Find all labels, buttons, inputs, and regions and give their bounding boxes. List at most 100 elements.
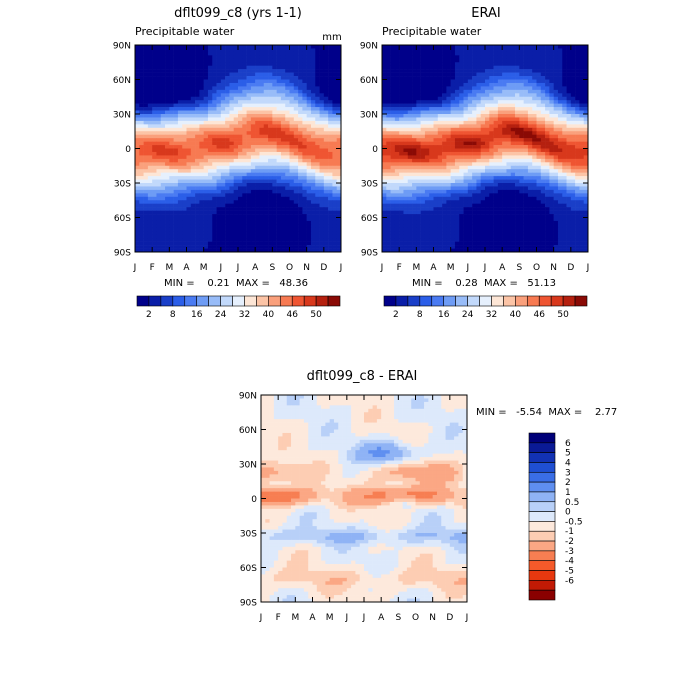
- heatmap-cell: [420, 65, 426, 70]
- heatmap-cell: [263, 114, 269, 118]
- heatmap-cell: [497, 162, 503, 167]
- heatmap-cell: [489, 58, 494, 63]
- heatmap-cell: [442, 124, 447, 129]
- heatmap-cell: [382, 155, 387, 160]
- heatmap-cell: [319, 65, 325, 70]
- heatmap-cell: [147, 200, 153, 204]
- heatmap-cell: [437, 179, 443, 184]
- heatmap-cell: [255, 69, 260, 73]
- heatmap-cell: [502, 117, 507, 122]
- heatmap-cell: [506, 131, 512, 135]
- heatmap-cell: [182, 234, 187, 239]
- heatmap-cell: [532, 145, 537, 149]
- heatmap-cell: [310, 131, 316, 135]
- heatmap-cell: [459, 179, 464, 184]
- heatmap-cell: [540, 93, 546, 98]
- heatmap-cell: [579, 158, 585, 163]
- heatmap-cell: [216, 203, 222, 208]
- heatmap-cell: [173, 134, 179, 139]
- heatmap-cell: [207, 107, 213, 111]
- heatmap-cell: [143, 234, 149, 239]
- heatmap-cell: [147, 107, 153, 111]
- heatmap-cell: [527, 110, 533, 115]
- heatmap-cell: [190, 217, 196, 222]
- heatmap-cell: [323, 203, 329, 208]
- heatmap-cell: [220, 120, 226, 125]
- heatmap-cell: [293, 120, 299, 125]
- heatmap-cell: [429, 100, 434, 104]
- heatmap-cell: [302, 48, 307, 53]
- heatmap-cell: [233, 103, 239, 108]
- heatmap-cell: [583, 138, 589, 142]
- heatmap-cell: [420, 179, 426, 184]
- heatmap-cell: [306, 82, 312, 87]
- heatmap-cell: [549, 120, 554, 125]
- heatmap-cell: [532, 58, 537, 63]
- heatmap-cell: [319, 82, 325, 87]
- heatmap-cell: [336, 107, 342, 111]
- heatmap-cell: [199, 72, 204, 77]
- heatmap-cell: [480, 65, 486, 70]
- heatmap-cell: [575, 124, 580, 129]
- heatmap-cell: [315, 138, 320, 142]
- heatmap-cell: [557, 162, 563, 167]
- heatmap-cell: [147, 127, 153, 132]
- heatmap-cell: [429, 69, 434, 73]
- heatmap-cell: [562, 72, 567, 77]
- heatmap-cell: [433, 69, 439, 73]
- heatmap-cell: [403, 145, 409, 149]
- heatmap-cell: [272, 145, 277, 149]
- heatmap-cell: [420, 89, 426, 94]
- heatmap-cell: [407, 127, 413, 132]
- heatmap-cell: [399, 169, 404, 173]
- heatmap-cell: [502, 124, 507, 129]
- heatmap-cell: [139, 100, 144, 104]
- heatmap-cell: [298, 169, 303, 173]
- heatmap-cell: [566, 138, 572, 142]
- heatmap-cell: [480, 151, 486, 156]
- heatmap-cell: [285, 89, 290, 94]
- heatmap-cell: [177, 45, 183, 49]
- heatmap-cell: [285, 93, 290, 98]
- heatmap-cell: [497, 155, 503, 160]
- heatmap-cell: [429, 148, 434, 153]
- heatmap-cell: [446, 172, 451, 177]
- heatmap-cell: [332, 131, 338, 135]
- heatmap-cell: [523, 76, 529, 80]
- heatmap-cell: [190, 196, 196, 201]
- heatmap-cell: [420, 45, 426, 49]
- heatmap-cell: [493, 55, 499, 60]
- heatmap-cell: [143, 103, 149, 108]
- heatmap-cell: [454, 55, 460, 60]
- heatmap-cell: [497, 93, 503, 98]
- heatmap-cell: [437, 145, 443, 149]
- heatmap-cell: [169, 214, 174, 218]
- heatmap-cell: [562, 162, 567, 167]
- heatmap-cell: [319, 193, 325, 198]
- heatmap-cell: [536, 89, 542, 94]
- heatmap-cell: [203, 138, 209, 142]
- heatmap-cell: [190, 114, 196, 118]
- heatmap-cell: [575, 110, 580, 115]
- heatmap-cell: [212, 72, 217, 77]
- heatmap-cell: [485, 103, 490, 108]
- heatmap-cell: [276, 117, 282, 122]
- heatmap-cell: [407, 134, 413, 139]
- colorbar-swatch: [268, 295, 281, 307]
- heatmap-cell: [169, 82, 174, 87]
- heatmap-cell: [207, 207, 213, 211]
- heatmap-cell: [412, 151, 417, 156]
- heatmap-cell: [472, 117, 477, 122]
- heatmap-cell: [250, 89, 256, 94]
- heatmap-cell: [323, 238, 329, 242]
- heatmap-cell: [268, 89, 273, 94]
- heatmap-cell: [532, 176, 537, 180]
- heatmap-cell: [527, 55, 533, 60]
- heatmap-cell: [229, 138, 235, 142]
- heatmap-cell: [165, 134, 170, 139]
- heatmap-cell: [540, 148, 546, 153]
- heatmap-cell: [242, 176, 247, 180]
- heatmap-cell: [156, 148, 162, 153]
- heatmap-cell: [557, 55, 563, 60]
